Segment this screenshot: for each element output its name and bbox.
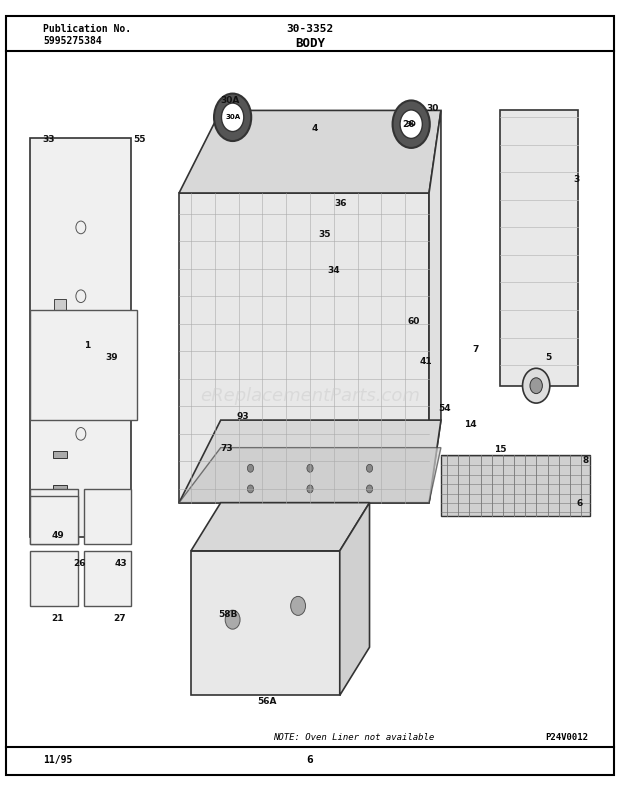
Text: 5: 5 [546, 353, 552, 362]
Text: eReplacementParts.com: eReplacementParts.com [200, 387, 420, 404]
Text: 36: 36 [335, 199, 347, 208]
Text: 4: 4 [311, 123, 317, 133]
Polygon shape [179, 193, 429, 503]
Polygon shape [191, 551, 340, 695]
Text: 34: 34 [327, 266, 340, 275]
Bar [30, 310, 138, 420]
Text: 30: 30 [427, 104, 439, 113]
Text: 60: 60 [408, 317, 420, 327]
Text: 3: 3 [574, 175, 580, 184]
Bar [84, 551, 131, 606]
Polygon shape [500, 111, 578, 386]
Circle shape [400, 110, 422, 138]
Bar [84, 489, 131, 544]
Text: 35: 35 [319, 230, 331, 240]
Text: 30: 30 [406, 121, 416, 127]
Text: 8: 8 [583, 456, 589, 465]
Circle shape [530, 378, 542, 394]
Polygon shape [179, 448, 441, 503]
Polygon shape [30, 138, 131, 537]
Text: NOTE: Oven Liner not available: NOTE: Oven Liner not available [273, 732, 434, 742]
Text: 15: 15 [494, 445, 507, 455]
Bar [30, 496, 78, 544]
Text: 11/95: 11/95 [43, 755, 73, 766]
Text: 43: 43 [115, 558, 127, 568]
Bar [53, 485, 68, 493]
Text: 39: 39 [105, 353, 118, 362]
Text: 93: 93 [237, 412, 249, 422]
Text: 14: 14 [464, 420, 476, 430]
Text: 27: 27 [113, 614, 126, 623]
Text: 26: 26 [73, 558, 86, 568]
Text: 33: 33 [42, 135, 55, 145]
Circle shape [247, 485, 254, 493]
Bar [53, 451, 68, 459]
Text: 21: 21 [51, 614, 64, 623]
Circle shape [523, 369, 550, 403]
Circle shape [247, 464, 254, 472]
Circle shape [307, 464, 313, 472]
Text: 7: 7 [472, 345, 479, 354]
Text: 6: 6 [307, 755, 313, 766]
Text: 30-3352: 30-3352 [286, 24, 334, 34]
Polygon shape [179, 111, 441, 193]
Text: 6: 6 [577, 499, 583, 509]
Text: 73: 73 [221, 444, 233, 453]
Bar [54, 299, 66, 362]
Text: 1: 1 [84, 341, 90, 350]
Text: P24V0012: P24V0012 [546, 732, 588, 742]
Text: 30A: 30A [221, 96, 240, 105]
Text: 54: 54 [438, 404, 451, 414]
Polygon shape [179, 420, 441, 503]
Polygon shape [429, 111, 441, 503]
Circle shape [221, 103, 244, 131]
Text: Publication No.: Publication No. [43, 24, 131, 34]
Text: 49: 49 [51, 531, 64, 540]
Circle shape [225, 610, 240, 629]
Circle shape [307, 485, 313, 493]
Text: 55: 55 [133, 135, 146, 145]
Polygon shape [340, 503, 370, 695]
Text: 58B: 58B [218, 610, 237, 619]
Text: 30A: 30A [225, 115, 240, 120]
Bar [30, 551, 78, 606]
Text: BODY: BODY [295, 37, 325, 51]
Text: 26: 26 [402, 119, 414, 129]
Bar [30, 489, 78, 544]
Circle shape [392, 100, 430, 148]
Bar [53, 409, 68, 417]
Polygon shape [191, 503, 370, 551]
Text: 5995275384: 5995275384 [43, 36, 102, 46]
Circle shape [291, 596, 306, 615]
Bar [441, 455, 590, 517]
Text: 56A: 56A [257, 697, 277, 706]
Circle shape [366, 485, 373, 493]
Text: 41: 41 [419, 357, 432, 366]
Circle shape [214, 93, 251, 141]
Circle shape [366, 464, 373, 472]
